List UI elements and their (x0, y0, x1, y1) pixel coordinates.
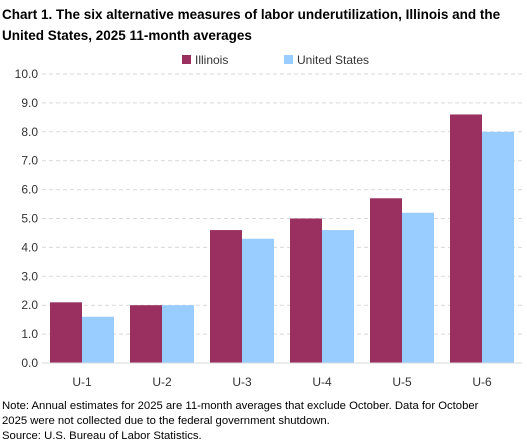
legend: Illinois United States (182, 53, 369, 67)
legend-label: Illinois (195, 53, 228, 67)
note-line-1: Note: Annual estimates for 2025 are 11-m… (2, 400, 479, 412)
y-tick-label: 3.0 (21, 269, 38, 283)
bar-united-states-u-3 (242, 238, 274, 363)
source-line: Source: U.S. Bureau of Labor Statistics. (2, 430, 202, 442)
chart-notes: Note: Annual estimates for 2025 are 11-m… (2, 399, 526, 444)
x-tick-label: U-6 (472, 375, 492, 389)
y-tick-label: 9.0 (21, 96, 38, 110)
bar-united-states-u-2 (162, 305, 194, 363)
y-tick-label: 2.0 (21, 298, 38, 312)
bar-illinois-u-2 (130, 305, 162, 363)
chart-title: Chart 1. The six alternative measures of… (2, 7, 501, 43)
note-line-2: 2025 were not collected due to the feder… (2, 415, 330, 427)
bars (50, 114, 514, 364)
y-tick-label: 1.0 (21, 327, 38, 341)
bar-chart: 0.0 1.0 2.0 3.0 4.0 5.0 6.0 7.0 8.0 9.0 10.0 U-1 U-2… (15, 53, 522, 389)
legend-swatch (284, 55, 293, 64)
bar-illinois-u-3 (210, 230, 242, 363)
x-tick-label: U-2 (152, 375, 172, 389)
bar-illinois-u-4 (290, 218, 322, 363)
bar-united-states-u-5 (402, 212, 434, 363)
y-tick-label: 5.0 (21, 212, 38, 226)
axes: 0.0 1.0 2.0 3.0 4.0 5.0 6.0 7.0 8.0 9.0 10.0 U-1 U-2… (15, 67, 522, 389)
bar-illinois-u-5 (370, 198, 402, 363)
y-tick-label: 0.0 (21, 356, 38, 370)
bar-united-states-u-1 (82, 316, 114, 363)
gridlines (42, 73, 522, 335)
x-tick-label: U-3 (232, 375, 252, 389)
y-tick-label: 10.0 (15, 67, 39, 81)
x-tick-label: U-5 (392, 375, 412, 389)
bar-illinois-u-6 (450, 114, 482, 364)
legend-swatch (182, 55, 191, 64)
bar-illinois-u-1 (50, 302, 82, 363)
x-tick-label: U-1 (72, 375, 92, 389)
legend-label: United States (297, 53, 369, 67)
x-tick-label: U-4 (312, 375, 332, 389)
y-tick-label: 8.0 (21, 125, 38, 139)
bar-united-states-u-4 (322, 230, 354, 363)
y-tick-label: 6.0 (21, 183, 38, 197)
y-tick-label: 4.0 (21, 240, 38, 254)
y-tick-label: 7.0 (21, 154, 38, 168)
bar-united-states-u-6 (482, 131, 514, 363)
